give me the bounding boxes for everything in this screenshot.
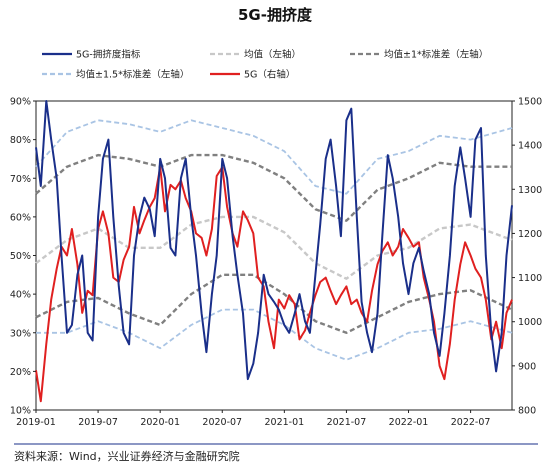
plot-area: [35, 100, 513, 411]
y-left-tick-label: 30%: [10, 328, 31, 339]
y-left-tick-label: 60%: [10, 212, 31, 223]
series-mean-minus-1-5sd: [36, 308, 513, 361]
x-tick-label: 2022-07: [451, 417, 491, 428]
y-left-tick-label: 50%: [10, 251, 31, 262]
x-tick-label: 2021-07: [327, 417, 367, 428]
y-right-tick-label: 1300: [518, 185, 542, 196]
legend-label: 均值±1.5*标准差（左轴）: [76, 69, 189, 81]
x-tick-label: 2019-07: [78, 417, 118, 428]
y-left-axis: 10% 20% 30% 40% 50% 60% 70% 80% 90%: [10, 97, 36, 417]
x-tick-label: 2020-07: [202, 417, 242, 428]
y-left-tick-label: 70%: [10, 174, 31, 185]
series-layer: [35, 100, 513, 403]
y-right-tick-label: 1500: [518, 97, 542, 108]
plot-frame: [35, 100, 513, 411]
series-mean-minus-1sd: [35, 273, 513, 334]
legend-item-1-5sd: 均值±1.5*标准差（左轴）: [42, 69, 189, 81]
series-crowding-indicator: [35, 100, 513, 381]
legend-item-5g: 5G（右轴）: [210, 69, 295, 81]
x-tick-label: 2022-01: [389, 417, 429, 428]
legend-item-1sd: 均值±1*标准差（左轴）: [350, 49, 488, 61]
legend-item-indicator: 5G-拥挤度指标: [42, 49, 141, 61]
legend-label: 5G-拥挤度指标: [76, 49, 141, 61]
chart-title: 5G-拥挤度: [238, 6, 313, 24]
y-right-tick-label: 800: [518, 406, 536, 417]
y-right-tick-label: 1200: [518, 229, 542, 240]
x-tick-label: 2020-01: [140, 417, 180, 428]
y-right-tick-label: 1400: [518, 141, 542, 152]
y-right-axis: 800 900 1000 1100 1200 1300 1400 1500: [512, 97, 542, 417]
legend: 5G-拥挤度指标 均值（左轴） 均值±1*标准差（左轴） 均值±1.5*标准差（左轴）…: [42, 49, 488, 81]
series-mean: [35, 215, 513, 280]
y-left-tick-label: 10%: [10, 406, 31, 417]
y-left-tick-label: 20%: [10, 367, 31, 378]
legend-label: 5G（右轴）: [244, 69, 295, 81]
legend-label: 均值（左轴）: [244, 49, 301, 61]
series-mean-plus-1sd: [35, 153, 512, 222]
y-left-tick-label: 90%: [10, 97, 31, 108]
source-note: 资料来源：Wind，兴业证券经济与金融研究院: [14, 449, 240, 463]
y-right-tick-label: 900: [518, 361, 536, 372]
y-right-tick-label: 1000: [518, 317, 542, 328]
y-left-tick-label: 80%: [10, 135, 31, 146]
x-axis: 2019-01 2019-07 2020-01 2020-07 2021-01 2021-…: [16, 410, 490, 428]
legend-item-mean: 均值（左轴）: [210, 49, 301, 61]
y-right-tick-label: 1100: [518, 273, 542, 284]
series-5g-index: [35, 166, 513, 403]
x-tick-label: 2021-01: [264, 417, 304, 428]
legend-label: 均值±1*标准差（左轴）: [384, 49, 488, 61]
x-tick-label: 2019-01: [16, 417, 56, 428]
series-mean-plus-1-5sd: [35, 119, 513, 195]
y-left-tick-label: 40%: [10, 290, 31, 301]
